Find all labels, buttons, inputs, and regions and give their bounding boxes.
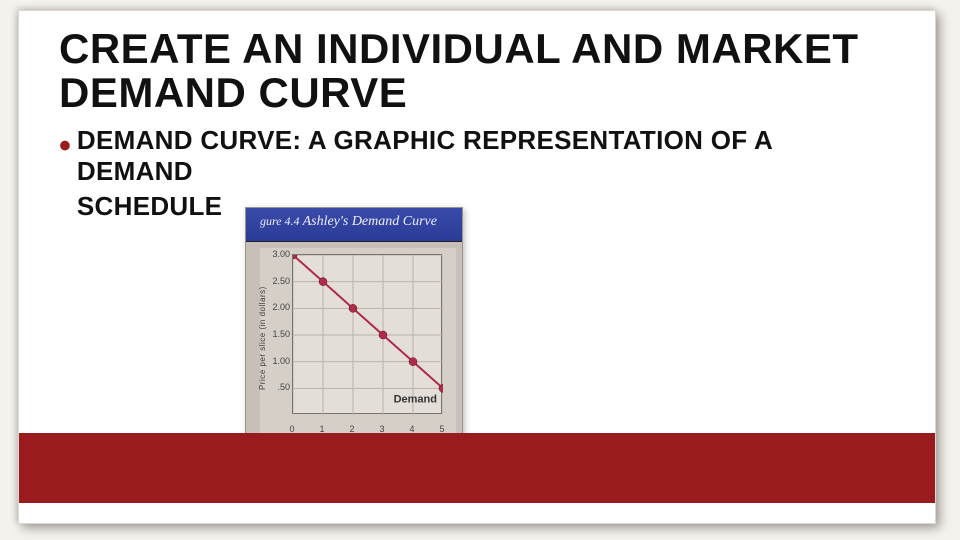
slide-card: CREATE AN INDIVIDUAL AND MARKET DEMAND C… <box>18 10 936 524</box>
y-tick: 2.00 <box>266 302 290 312</box>
y-tick: 3.00 <box>266 249 290 259</box>
plot-region: Demand <box>292 254 442 414</box>
footer-accent-bar <box>19 433 935 503</box>
figure-caption: Ashley's Demand Curve <box>303 214 437 229</box>
y-tick: 1.00 <box>266 356 290 366</box>
page-title: CREATE AN INDIVIDUAL AND MARKET DEMAND C… <box>59 27 895 115</box>
demand-curve-figure: gure 4.4 Ashley's Demand Curve Price per… <box>245 207 463 467</box>
slide-inner: CREATE AN INDIVIDUAL AND MARKET DEMAND C… <box>19 11 935 523</box>
bullet-term: DEMAND CURVE: <box>77 125 301 155</box>
bullet-dot-icon: • <box>59 129 71 163</box>
y-tick: .50 <box>266 382 290 392</box>
bullet-rest-2: SCHEDULE <box>77 191 895 222</box>
figure-number: gure 4.4 <box>260 214 300 228</box>
bullet-text: DEMAND CURVE: A GRAPHIC REPRESENTATION O… <box>77 125 895 222</box>
figure-header: gure 4.4 Ashley's Demand Curve <box>246 208 462 242</box>
series-label: Demand <box>394 393 437 405</box>
y-tick: 1.50 <box>266 329 290 339</box>
chart-area: Price per slice (in dollars) Demand .501… <box>260 248 456 458</box>
y-tick: 2.50 <box>266 276 290 286</box>
demand-chart-svg: Demand <box>293 255 443 415</box>
bullet-row: • DEMAND CURVE: A GRAPHIC REPRESENTATION… <box>59 125 895 222</box>
